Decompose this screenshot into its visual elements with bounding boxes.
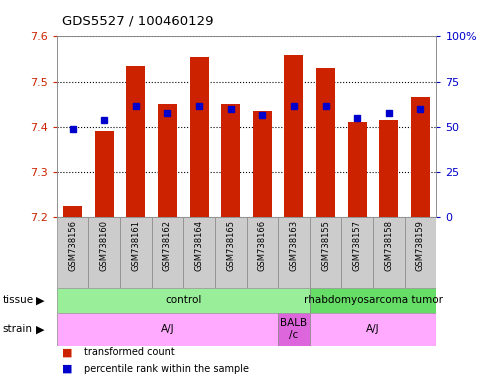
Bar bbox=[120, 217, 152, 288]
Text: tissue: tissue bbox=[2, 295, 34, 306]
Text: rhabdomyosarcoma tumor: rhabdomyosarcoma tumor bbox=[304, 295, 443, 306]
Text: percentile rank within the sample: percentile rank within the sample bbox=[84, 364, 249, 374]
Text: ■: ■ bbox=[62, 364, 72, 374]
Bar bbox=[316, 68, 335, 217]
Bar bbox=[310, 288, 436, 313]
Text: GDS5527 / 100460129: GDS5527 / 100460129 bbox=[62, 15, 213, 28]
Bar bbox=[310, 313, 436, 346]
Bar bbox=[380, 120, 398, 217]
Text: GSM738156: GSM738156 bbox=[68, 220, 77, 271]
Text: GSM738159: GSM738159 bbox=[416, 220, 425, 271]
Bar bbox=[158, 104, 177, 217]
Bar bbox=[63, 206, 82, 217]
Bar bbox=[126, 66, 145, 217]
Text: GSM738163: GSM738163 bbox=[289, 220, 298, 271]
Bar bbox=[348, 122, 367, 217]
Bar bbox=[278, 217, 310, 288]
Bar bbox=[253, 111, 272, 217]
Text: GSM738166: GSM738166 bbox=[258, 220, 267, 271]
Text: ▶: ▶ bbox=[35, 295, 44, 306]
Bar bbox=[221, 104, 240, 217]
Text: BALB
/c: BALB /c bbox=[281, 318, 308, 340]
Bar bbox=[88, 217, 120, 288]
Text: ▶: ▶ bbox=[35, 324, 44, 334]
Bar bbox=[284, 55, 304, 217]
Bar bbox=[152, 217, 183, 288]
Text: GSM738165: GSM738165 bbox=[226, 220, 235, 271]
Bar bbox=[405, 217, 436, 288]
Bar bbox=[57, 217, 88, 288]
Bar bbox=[310, 217, 341, 288]
Text: GSM738161: GSM738161 bbox=[131, 220, 141, 271]
Text: control: control bbox=[165, 295, 202, 306]
Bar bbox=[95, 131, 113, 217]
Bar bbox=[246, 217, 278, 288]
Bar bbox=[411, 98, 430, 217]
Text: A/J: A/J bbox=[366, 324, 380, 334]
Text: strain: strain bbox=[2, 324, 33, 334]
Bar bbox=[189, 57, 209, 217]
Text: GSM738164: GSM738164 bbox=[195, 220, 204, 271]
Bar bbox=[183, 217, 215, 288]
Bar bbox=[215, 217, 246, 288]
Text: GSM738155: GSM738155 bbox=[321, 220, 330, 271]
Text: GSM738160: GSM738160 bbox=[100, 220, 108, 271]
Bar bbox=[373, 217, 405, 288]
Text: ■: ■ bbox=[62, 348, 72, 358]
Bar bbox=[57, 313, 278, 346]
Text: transformed count: transformed count bbox=[84, 348, 175, 358]
Text: GSM738157: GSM738157 bbox=[352, 220, 362, 271]
Bar bbox=[278, 313, 310, 346]
Bar bbox=[57, 288, 310, 313]
Text: GSM738158: GSM738158 bbox=[385, 220, 393, 271]
Text: A/J: A/J bbox=[161, 324, 174, 334]
Text: GSM738162: GSM738162 bbox=[163, 220, 172, 271]
Bar bbox=[341, 217, 373, 288]
